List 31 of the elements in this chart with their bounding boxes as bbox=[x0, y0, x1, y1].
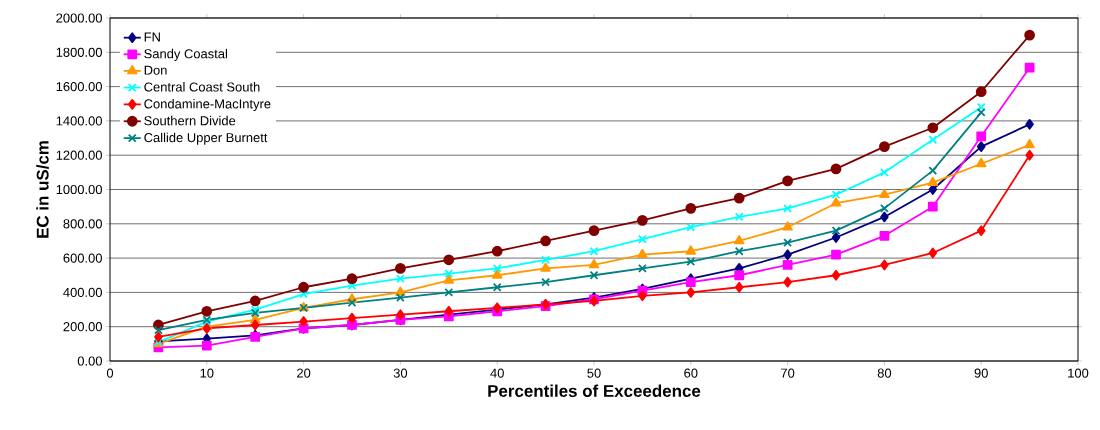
x-tick-label: 10 bbox=[200, 368, 214, 378]
y-tick-label: 800.00 bbox=[63, 219, 102, 229]
x-tick-label: 0 bbox=[106, 368, 114, 378]
x-tick-label: 90 bbox=[974, 368, 988, 378]
x-tick-label: 40 bbox=[490, 368, 504, 378]
x-tick-label: 100 bbox=[1068, 368, 1089, 378]
x-tick-label: 70 bbox=[781, 368, 795, 378]
x-tick-label: 80 bbox=[877, 368, 892, 378]
y-tick-label: 1000.00 bbox=[56, 184, 102, 195]
y-axis-title: EC in uS/cm bbox=[36, 141, 49, 238]
y-tick-label: 2000.00 bbox=[56, 13, 102, 23]
y-tick-label: 1200.00 bbox=[56, 150, 102, 160]
y-tick-label: 600.00 bbox=[63, 253, 102, 263]
legend-label: Don bbox=[144, 65, 167, 75]
legend-label: Southern Divide bbox=[144, 115, 236, 126]
x-axis-title: Percentiles of Exceedence bbox=[488, 384, 701, 397]
y-tick-label: 1800.00 bbox=[56, 47, 102, 57]
x-tick-label: 30 bbox=[393, 368, 408, 378]
x-tick-label: 20 bbox=[297, 368, 311, 378]
y-tick-label: 200.00 bbox=[63, 322, 102, 332]
legend-label: Sandy Coastal bbox=[144, 48, 228, 61]
y-tick-label: 0.00 bbox=[77, 356, 102, 366]
x-tick-label: 60 bbox=[684, 368, 698, 378]
y-tick-label: 1600.00 bbox=[56, 82, 102, 92]
legend-label: Callide Upper Burnett bbox=[144, 132, 268, 145]
legend-label: Condamine-MacIntyre bbox=[144, 98, 271, 112]
y-tick-label: 400.00 bbox=[63, 287, 102, 297]
x-tick-label: 50 bbox=[587, 368, 601, 378]
y-tick-label: 1400.00 bbox=[56, 116, 102, 126]
legend-label: Central Coast South bbox=[144, 82, 260, 92]
legend-label: FN bbox=[144, 32, 160, 42]
